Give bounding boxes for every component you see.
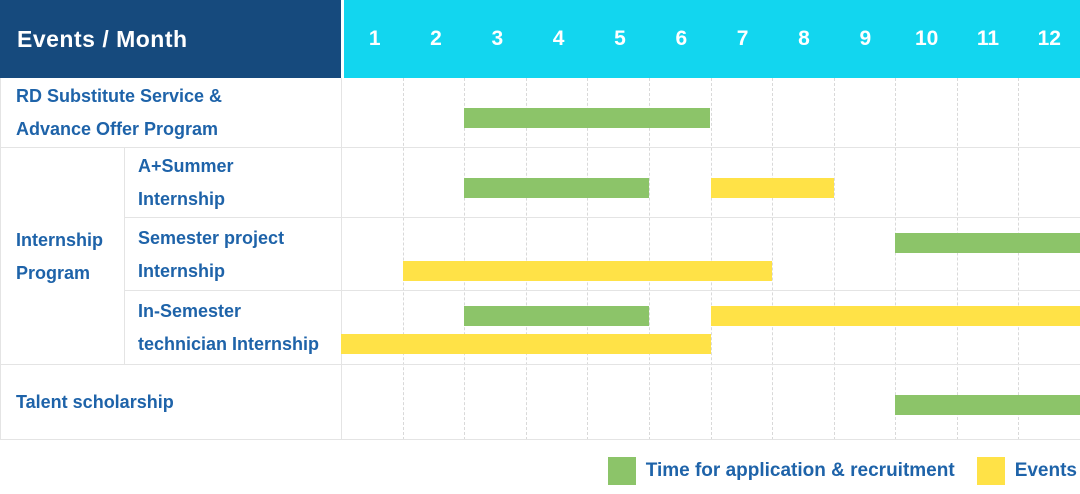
month-header-1: 1 xyxy=(368,27,381,50)
table-row: Talent scholarship xyxy=(0,365,1080,440)
table-row: In-Semester technician Internship xyxy=(0,291,1080,365)
month-header-12: 12 xyxy=(1037,27,1061,50)
gridline-month-1 xyxy=(402,78,404,440)
row-label: In-Semester technician Internship xyxy=(124,291,341,365)
group-label-internship-program: Internship Program xyxy=(0,148,124,365)
gridline-month-9 xyxy=(895,78,897,440)
yellow-swatch-icon xyxy=(976,457,1005,485)
month-header-11: 11 xyxy=(976,27,1000,50)
month-header-6: 6 xyxy=(675,27,688,50)
group-label-line: Internship xyxy=(16,229,104,250)
bar-events xyxy=(341,334,711,354)
row-chart-area xyxy=(341,78,1080,148)
gridline-month-5 xyxy=(648,78,650,440)
header-label: Events / Month xyxy=(17,25,188,52)
bar-application xyxy=(895,395,1080,415)
bar-events xyxy=(710,306,1080,326)
legend-item-application: Time for application & recruitment xyxy=(607,457,955,485)
table-row: Semester project Internship xyxy=(0,218,1080,291)
legend-label: Events xyxy=(1014,460,1077,481)
group-label-line: Program xyxy=(16,262,91,283)
bar-events xyxy=(710,178,834,198)
legend-item-events: Events xyxy=(976,457,1077,485)
label-chart-divider xyxy=(341,78,342,440)
row-label-line: RD Substitute Service & xyxy=(16,86,223,106)
gridline-month-2 xyxy=(464,78,466,440)
legend-label: Time for application & recruitment xyxy=(645,460,955,481)
gridline-month-11 xyxy=(1018,78,1020,440)
row-chart-area xyxy=(341,291,1080,365)
gridline-month-8 xyxy=(833,78,835,440)
row-chart-area xyxy=(341,218,1080,291)
row-separator xyxy=(124,290,1080,291)
green-swatch-icon xyxy=(607,457,636,485)
row-label-line: A+Summer xyxy=(138,156,234,176)
row-label-line: Advance Offer Program xyxy=(16,119,219,139)
legend: Time for application & recruitment Events xyxy=(607,457,1077,485)
row-label-line: Internship xyxy=(138,189,226,209)
row-separator xyxy=(0,147,1080,148)
month-header-7: 7 xyxy=(736,27,749,50)
bar-application xyxy=(464,108,711,128)
row-label: Talent scholarship xyxy=(0,365,341,440)
row-label-line: In-Semester xyxy=(138,301,242,321)
gridline-month-7 xyxy=(772,78,774,440)
table-row: RD Substitute Service & Advance Offer Pro… xyxy=(0,78,1080,148)
months-header: 1 2 3 4 5 6 7 8 9 10 11 12 xyxy=(344,0,1080,78)
row-label: A+Summer Internship xyxy=(124,148,341,218)
row-label-line: Semester project xyxy=(138,227,285,248)
row-label-line: Talent scholarship xyxy=(16,392,174,412)
row-label-line: Internship xyxy=(138,260,226,281)
row-label: Semester project Internship xyxy=(124,218,341,291)
row-label: RD Substitute Service & Advance Offer Pro… xyxy=(0,78,341,148)
row-chart-area xyxy=(341,148,1080,218)
table-left-border xyxy=(0,78,1,440)
gridline-month-3 xyxy=(525,78,527,440)
month-header-10: 10 xyxy=(914,27,939,50)
month-header-4: 4 xyxy=(552,27,565,50)
header-events-month-cell: Events / Month xyxy=(0,0,341,78)
month-header-5: 5 xyxy=(614,27,626,50)
row-label-line: technician Internship xyxy=(138,334,320,354)
row-separator xyxy=(0,364,1080,365)
bar-application xyxy=(895,233,1080,253)
month-header-8: 8 xyxy=(798,27,810,50)
chart-rows: RD Substitute Service & Advance Offer Pro… xyxy=(0,78,1080,440)
gridline-month-10 xyxy=(956,78,958,440)
bar-application xyxy=(464,306,649,326)
month-header-2: 2 xyxy=(430,27,442,50)
gridline-month-6 xyxy=(710,78,712,440)
row-chart-area xyxy=(341,365,1080,440)
month-header-9: 9 xyxy=(859,27,872,50)
row-separator xyxy=(124,217,1080,218)
table-row: A+Summer Internship xyxy=(0,148,1080,218)
bar-application xyxy=(464,178,649,198)
bar-events xyxy=(402,261,773,281)
gridline-month-4 xyxy=(587,78,589,440)
row-separator xyxy=(0,439,1080,440)
month-header-3: 3 xyxy=(491,27,504,50)
group-sublabel-divider xyxy=(124,148,125,365)
